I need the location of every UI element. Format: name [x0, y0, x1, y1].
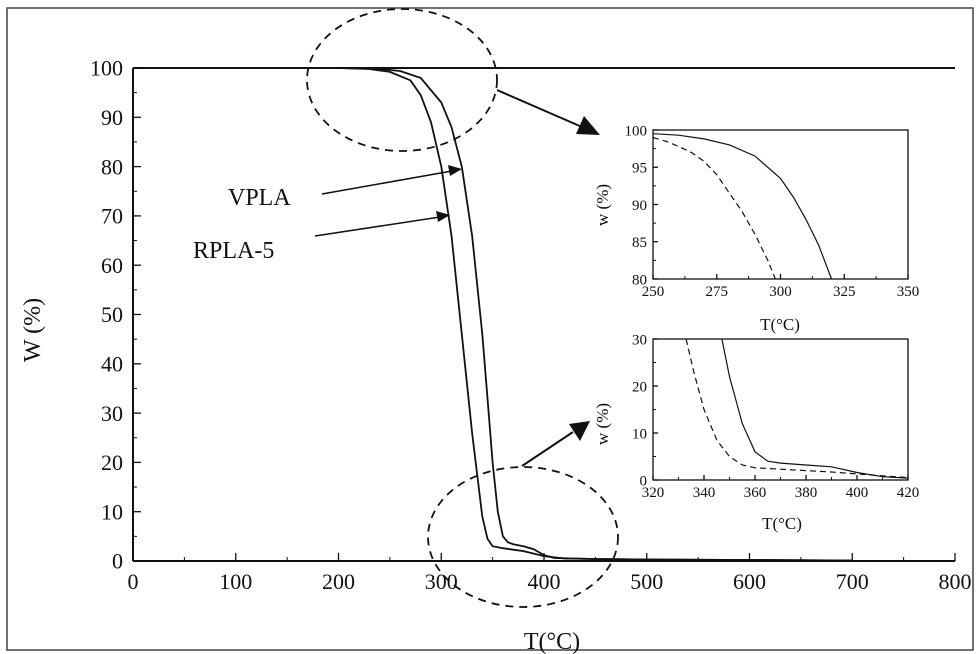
main-y-tick-label: 40 [101, 352, 123, 377]
inset-bottom-series-2-line [685, 339, 908, 479]
inset-bottom-x-tick-label: 340 [693, 485, 716, 501]
inset-top-y-tick-label: 90 [632, 198, 647, 214]
main-y-tick-label: 90 [101, 105, 123, 130]
inset-top-x-tick-label: 250 [642, 284, 665, 300]
main-y-tick-label: 20 [101, 450, 123, 475]
main-rpla-5-line [163, 68, 853, 561]
main-y-tick-label: 80 [101, 154, 123, 179]
inset-bottom-x-axis-label: T(°C) [762, 514, 802, 533]
zoom-arrow-bottom-line [521, 431, 574, 467]
main-axes: 0 100 200 300 400 500 600 700 800010203040506070… [90, 56, 972, 594]
inset-bottom-x-tick-label: 400 [846, 485, 869, 501]
inset-top-x-tick-label: 275 [706, 284, 729, 300]
inset-bottom-curves [685, 339, 908, 479]
inset-bottom-y-tick-label: 0 [640, 473, 648, 489]
inset-top-x-tick-label: 300 [769, 284, 792, 300]
inset-bottom-y-tick-label: 30 [632, 332, 647, 348]
series-label-vpla: VPLA [228, 185, 291, 211]
rpla5-pointer-line [314, 216, 441, 237]
main-plot: 0 100 200 300 400 500 600 700 800010203040506070… [20, 56, 972, 654]
main-x-tick-label: 100 [219, 569, 252, 594]
zoom-arrow-top-line [496, 89, 583, 128]
main-x-axis-label: T(°C) [524, 629, 580, 654]
inset-bottom-y-axis-label: w (%) [593, 403, 612, 445]
inset-bottom-x-tick-label: 380 [795, 485, 818, 501]
inset-bottom-x-tick-label: 320 [642, 485, 665, 501]
inset-top-y-tick-label: 80 [632, 272, 647, 288]
main-curves [163, 68, 853, 561]
inset-top-curves [653, 133, 833, 279]
inset-top-y-tick-label: 85 [632, 235, 647, 251]
vpla-pointer-arrowhead [448, 165, 462, 176]
main-y-tick-label: 70 [101, 204, 123, 229]
inset-top-series-2-line [653, 136, 776, 279]
inset-top-series-1-line [653, 133, 833, 279]
inset-top: 250 275 300 325 350 80 85 90 95 100 T(°C) w (%) [593, 123, 919, 334]
inset-top-axes: 250 275 300 325 350 80 85 90 95 100 [625, 123, 920, 300]
main-y-tick-label: 100 [90, 56, 123, 81]
main-x-tick-label: 0 [128, 569, 139, 594]
main-x-tick-label: 300 [425, 569, 458, 594]
zoom-region-top-circle [306, 8, 498, 152]
inset-top-x-axis-label: T(°C) [760, 315, 800, 334]
inset-top-background [653, 130, 908, 279]
inset-top-x-tick-label: 325 [833, 284, 856, 300]
zoom-region-bottom-circle [427, 466, 619, 608]
main-y-tick-label: 30 [101, 401, 123, 426]
main-y-tick-label: 50 [101, 302, 123, 327]
main-x-tick-label: 200 [322, 569, 355, 594]
inset-top-y-tick-label: 100 [625, 123, 648, 139]
figure-border [6, 7, 974, 651]
inset-top-x-tick-label: 350 [897, 284, 920, 300]
main-y-tick-label: 10 [101, 499, 123, 524]
inset-bottom-x-tick-label: 420 [897, 485, 920, 501]
main-x-tick-label: 800 [939, 569, 972, 594]
main-x-tick-label: 700 [836, 569, 869, 594]
main-y-tick-label: 60 [101, 253, 123, 278]
rpla5-pointer-arrowhead [436, 211, 450, 222]
inset-bottom-background [653, 339, 908, 480]
inset-bottom-axes: 320 340 360 380 400 420 0 10 20 30 [632, 332, 919, 501]
series-label-rpla5: RPLA-5 [193, 238, 274, 264]
inset-bottom-series-1-line [721, 339, 908, 479]
main-x-tick-label: 600 [733, 569, 766, 594]
zoom-arrow-top-head [576, 116, 600, 135]
zoom-arrow-bottom-head [569, 421, 590, 441]
main-y-tick-label: 0 [112, 549, 123, 574]
inset-bottom: 320 340 360 380 400 420 0 10 20 30 T(°C) w (%) [593, 332, 919, 533]
vpla-pointer-line [321, 170, 453, 195]
main-x-tick-label: 400 [528, 569, 561, 594]
inset-top-y-tick-label: 95 [632, 161, 647, 177]
inset-bottom-y-tick-label: 10 [632, 426, 647, 442]
inset-bottom-y-tick-label: 20 [632, 379, 647, 395]
annotations: VPLA RPLA-5 [193, 8, 619, 608]
inset-bottom-x-tick-label: 360 [744, 485, 767, 501]
main-y-axis-label: W (%) [20, 298, 46, 362]
inset-top-y-axis-label: w (%) [593, 184, 612, 226]
main-x-tick-label: 500 [630, 569, 663, 594]
